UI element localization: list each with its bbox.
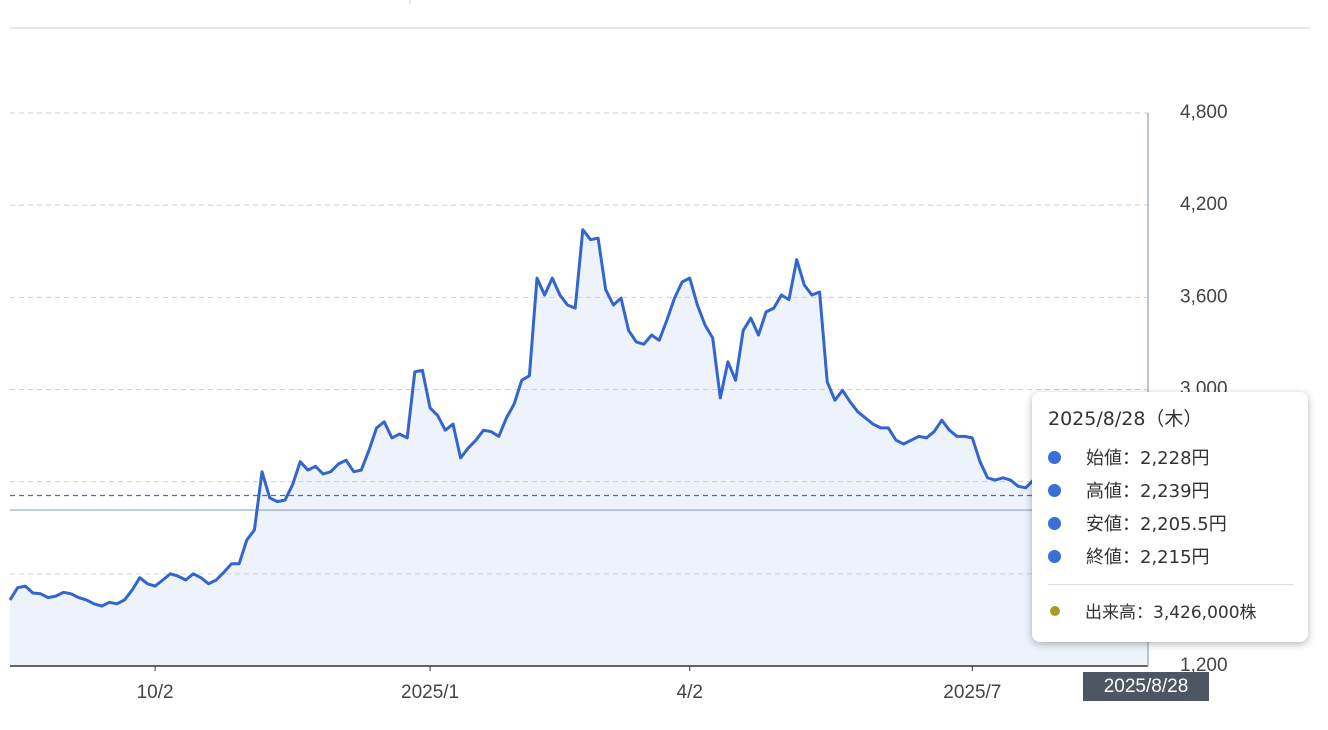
tooltip-volume: 出来高：3,426,000株: [1048, 598, 1257, 623]
y-tick-label: 3,600: [1180, 286, 1228, 307]
tooltip-text: 高値：2,239円: [1086, 481, 1210, 502]
x-tick-label: 2025/1: [401, 682, 459, 703]
y-tick-label: 1,200: [1180, 655, 1228, 676]
tooltip: 2025/8/28（木） 始値：2,228円 高値：2,239円 安値：2,20…: [1032, 392, 1308, 642]
tooltip-text: 出来高：3,426,000株: [1085, 603, 1257, 623]
x-tick-label: 2025/7: [943, 682, 1001, 703]
tooltip-text: 始値：2,228円: [1086, 448, 1210, 469]
tooltip-row: 高値：2,239円: [1048, 477, 1210, 503]
price-line: [8, 228, 1149, 608]
y-tick-label: 4,200: [1180, 194, 1228, 215]
tooltip-row: 始値：2,228円: [1048, 444, 1210, 470]
crosshair-label: 2025/8/28: [1083, 672, 1209, 701]
area-fill: [10, 229, 1148, 666]
tooltip-separator: [1048, 584, 1294, 585]
x-tick-label: 10/2: [137, 682, 174, 703]
x-tick-label: 4/2: [677, 682, 703, 703]
tooltip-text: 安値：2,205.5円: [1086, 514, 1227, 535]
y-tick-label: 4,800: [1180, 102, 1228, 123]
tooltip-row: 安値：2,205.5円: [1048, 510, 1227, 536]
tooltip-date: 2025/8/28（木）: [1048, 408, 1203, 430]
tooltip-row: 終値：2,215円: [1048, 543, 1210, 569]
tooltip-text: 終値：2,215円: [1086, 547, 1210, 568]
